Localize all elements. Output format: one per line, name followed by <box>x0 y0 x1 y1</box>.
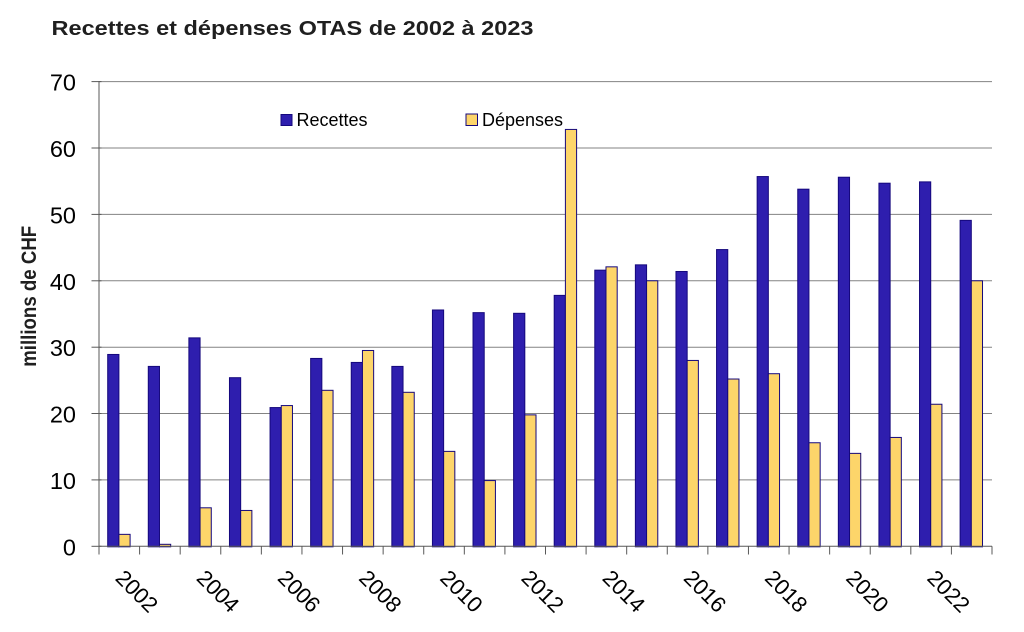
svg-text:60: 60 <box>50 136 76 162</box>
svg-text:10: 10 <box>50 468 76 494</box>
svg-text:40: 40 <box>50 269 76 295</box>
svg-text:20: 20 <box>50 402 76 428</box>
svg-text:70: 70 <box>50 70 76 96</box>
svg-text:Recettes: Recettes <box>297 110 368 130</box>
svg-text:50: 50 <box>50 202 76 228</box>
svg-text:30: 30 <box>50 335 76 361</box>
svg-text:Recettes et dépenses OTAS de 2: Recettes et dépenses OTAS de 2002 à 2023 <box>52 18 534 40</box>
svg-text:Dépenses: Dépenses <box>482 110 563 130</box>
svg-text:millions de CHF: millions de CHF <box>18 226 41 367</box>
svg-text:0: 0 <box>63 534 76 560</box>
